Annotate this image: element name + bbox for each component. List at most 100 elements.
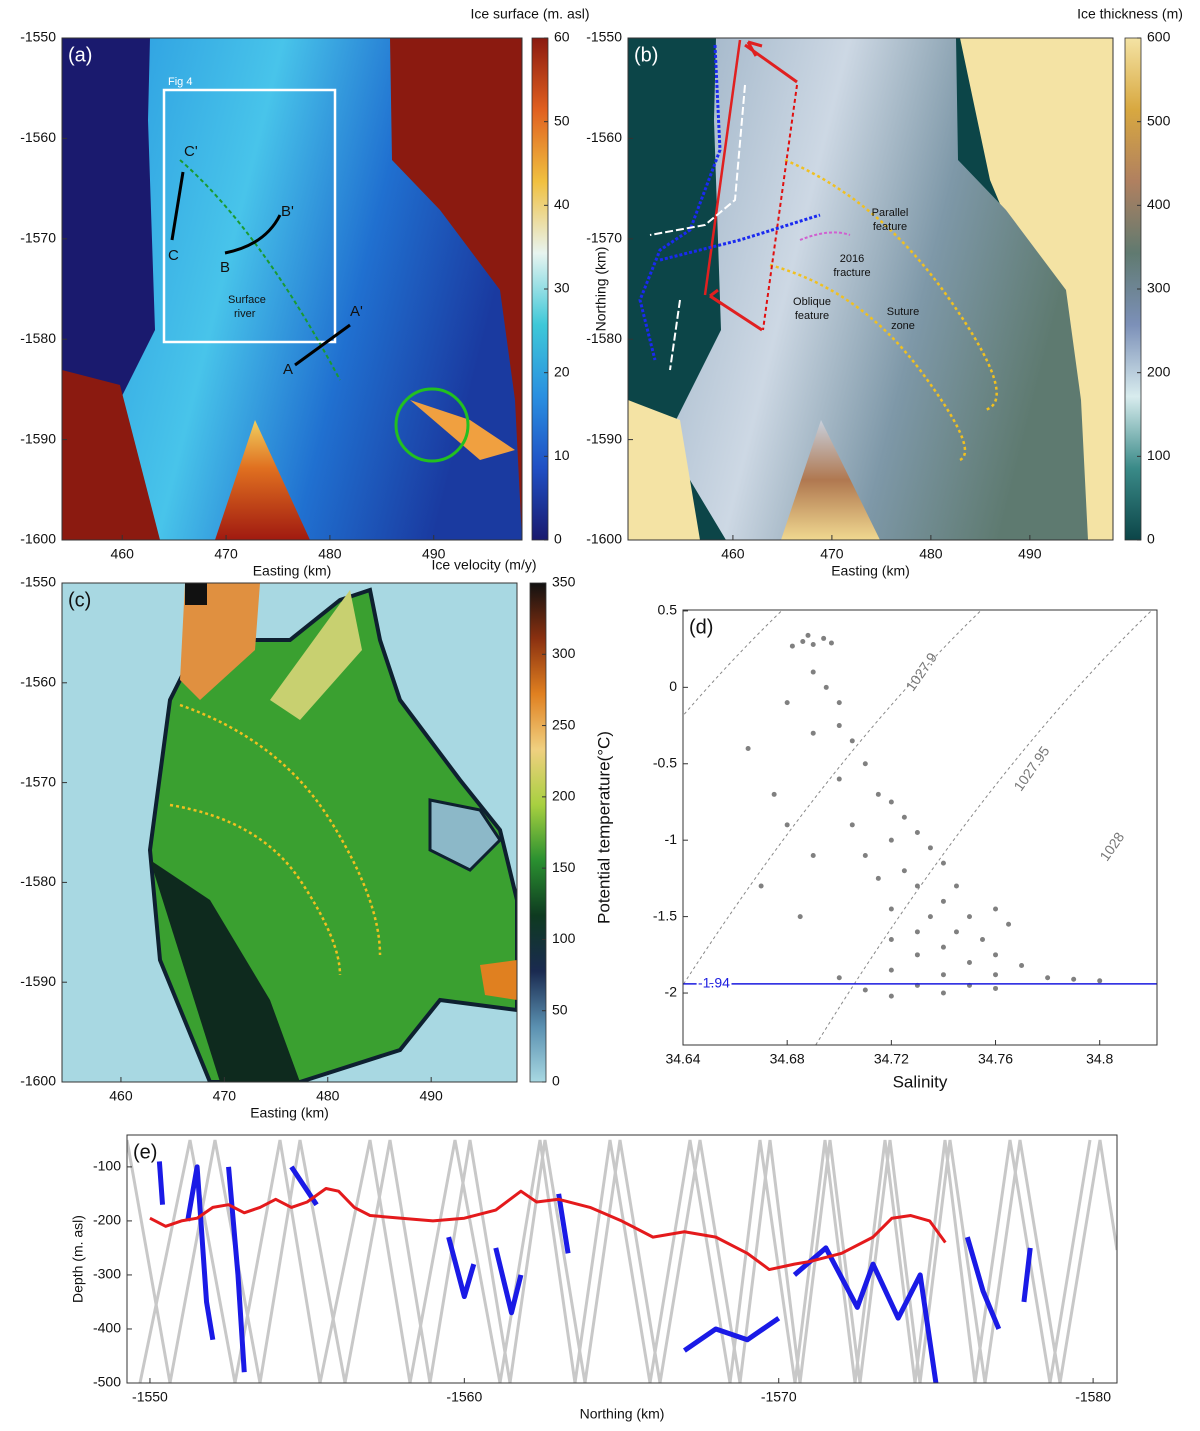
y-tick-label: -1600 [20, 531, 56, 547]
point [914, 952, 920, 958]
y-tick-label: -1570 [20, 773, 56, 789]
annotation: A' [350, 303, 363, 320]
point [940, 990, 946, 996]
x-tick-label: 34.76 [978, 1051, 1013, 1067]
point [953, 929, 959, 935]
points [683, 610, 1153, 1045]
point [836, 975, 842, 981]
point [849, 738, 855, 744]
y-tick-label: -1560 [20, 129, 56, 145]
isopycnal [815, 610, 1153, 1045]
y-tick-label: -1580 [20, 873, 56, 889]
colorbar [529, 582, 547, 1083]
x-tick-label: 480 [316, 1088, 340, 1104]
y-tick-label: -1580 [586, 330, 622, 346]
colorbar-label: Ice velocity (m/y) [431, 557, 536, 573]
y-tick-label: -0.5 [653, 754, 677, 770]
x-axis-label: Northing (km) [580, 1406, 665, 1422]
annotation: Suture [887, 306, 919, 318]
point [940, 944, 946, 950]
point [940, 972, 946, 978]
annotation: Parallel [872, 207, 909, 219]
point [805, 632, 811, 638]
x-tick-label: -1580 [1075, 1389, 1111, 1405]
colorbar-tick-label: 50 [554, 112, 570, 128]
point [771, 791, 777, 797]
point [940, 860, 946, 866]
point [823, 684, 829, 690]
point [810, 852, 816, 858]
point [836, 723, 842, 729]
point [821, 635, 827, 641]
point [888, 937, 894, 943]
y-axis-label: Northing (km) [593, 247, 609, 332]
point [914, 929, 920, 935]
isopycnal-label: 1027.9 [902, 649, 940, 693]
point [1045, 975, 1051, 981]
panel-label: (e) [133, 1141, 157, 1163]
isopycnal [683, 610, 983, 986]
point [993, 906, 999, 912]
x-axis-label: Salinity [893, 1072, 948, 1091]
y-tick-label: -1560 [20, 674, 56, 690]
annotation: B' [281, 203, 294, 220]
colorbar-tick-label: 600 [1147, 29, 1171, 45]
point [862, 987, 868, 993]
panel-label: (d) [689, 616, 713, 638]
annotation: feature [795, 310, 829, 322]
x-tick-label: 460 [721, 546, 745, 562]
x-tick-label: -1550 [132, 1389, 168, 1405]
colorbar-tick-label: 150 [552, 859, 576, 875]
annotation: Surface [228, 294, 266, 306]
panel-label: (b) [634, 44, 658, 66]
x-axis-label: Easting (km) [250, 1105, 329, 1121]
series-line [149, 1186, 947, 1272]
map-b-image [628, 38, 1113, 540]
colorbar-tick-label: 400 [1147, 196, 1171, 212]
y-tick-label: 0 [669, 678, 677, 694]
annotation: feature [873, 221, 907, 233]
colorbar-tick-label: 300 [552, 645, 576, 661]
y-tick-label: -1590 [20, 430, 56, 446]
y-tick-label: -1600 [20, 1073, 56, 1089]
point [980, 937, 986, 943]
map-c-image [62, 583, 517, 1082]
x-tick-label: 470 [820, 546, 844, 562]
y-tick-label: -1580 [20, 330, 56, 346]
colorbar-tick-label: 0 [1147, 531, 1155, 547]
x-tick-label: 490 [422, 546, 446, 562]
point [875, 791, 881, 797]
panel-label: (a) [68, 44, 92, 66]
point [993, 972, 999, 978]
panel-label: (c) [68, 589, 91, 611]
annotation: Oblique [793, 296, 831, 308]
point [901, 814, 907, 820]
point [784, 822, 790, 828]
y-tick-label: -1560 [586, 129, 622, 145]
y-tick-label: -400 [93, 1320, 121, 1336]
x-tick-label: 460 [109, 1088, 133, 1104]
point [953, 883, 959, 889]
point [745, 745, 751, 751]
annotation: fracture [833, 267, 870, 279]
y-tick-label: -1550 [586, 29, 622, 45]
y-tick-label: -1550 [20, 29, 56, 45]
y-tick-label: -1590 [20, 973, 56, 989]
point [1071, 976, 1077, 982]
point [940, 898, 946, 904]
annotation: 2016 [840, 253, 864, 265]
x-tick-label: 480 [919, 546, 943, 562]
colorbar-tick-label: 500 [1147, 112, 1171, 128]
point [758, 883, 764, 889]
point [888, 993, 894, 999]
x-tick-label: -1560 [446, 1389, 482, 1405]
plot-frame [126, 1134, 1118, 1384]
map-a-image [62, 38, 522, 540]
plot-frame [682, 609, 1158, 1046]
y-tick-label: -500 [93, 1374, 121, 1390]
point [993, 985, 999, 991]
y-tick-label: -1570 [20, 230, 56, 246]
x-tick-label: -1570 [761, 1389, 797, 1405]
point [810, 642, 816, 648]
point [1006, 921, 1012, 927]
